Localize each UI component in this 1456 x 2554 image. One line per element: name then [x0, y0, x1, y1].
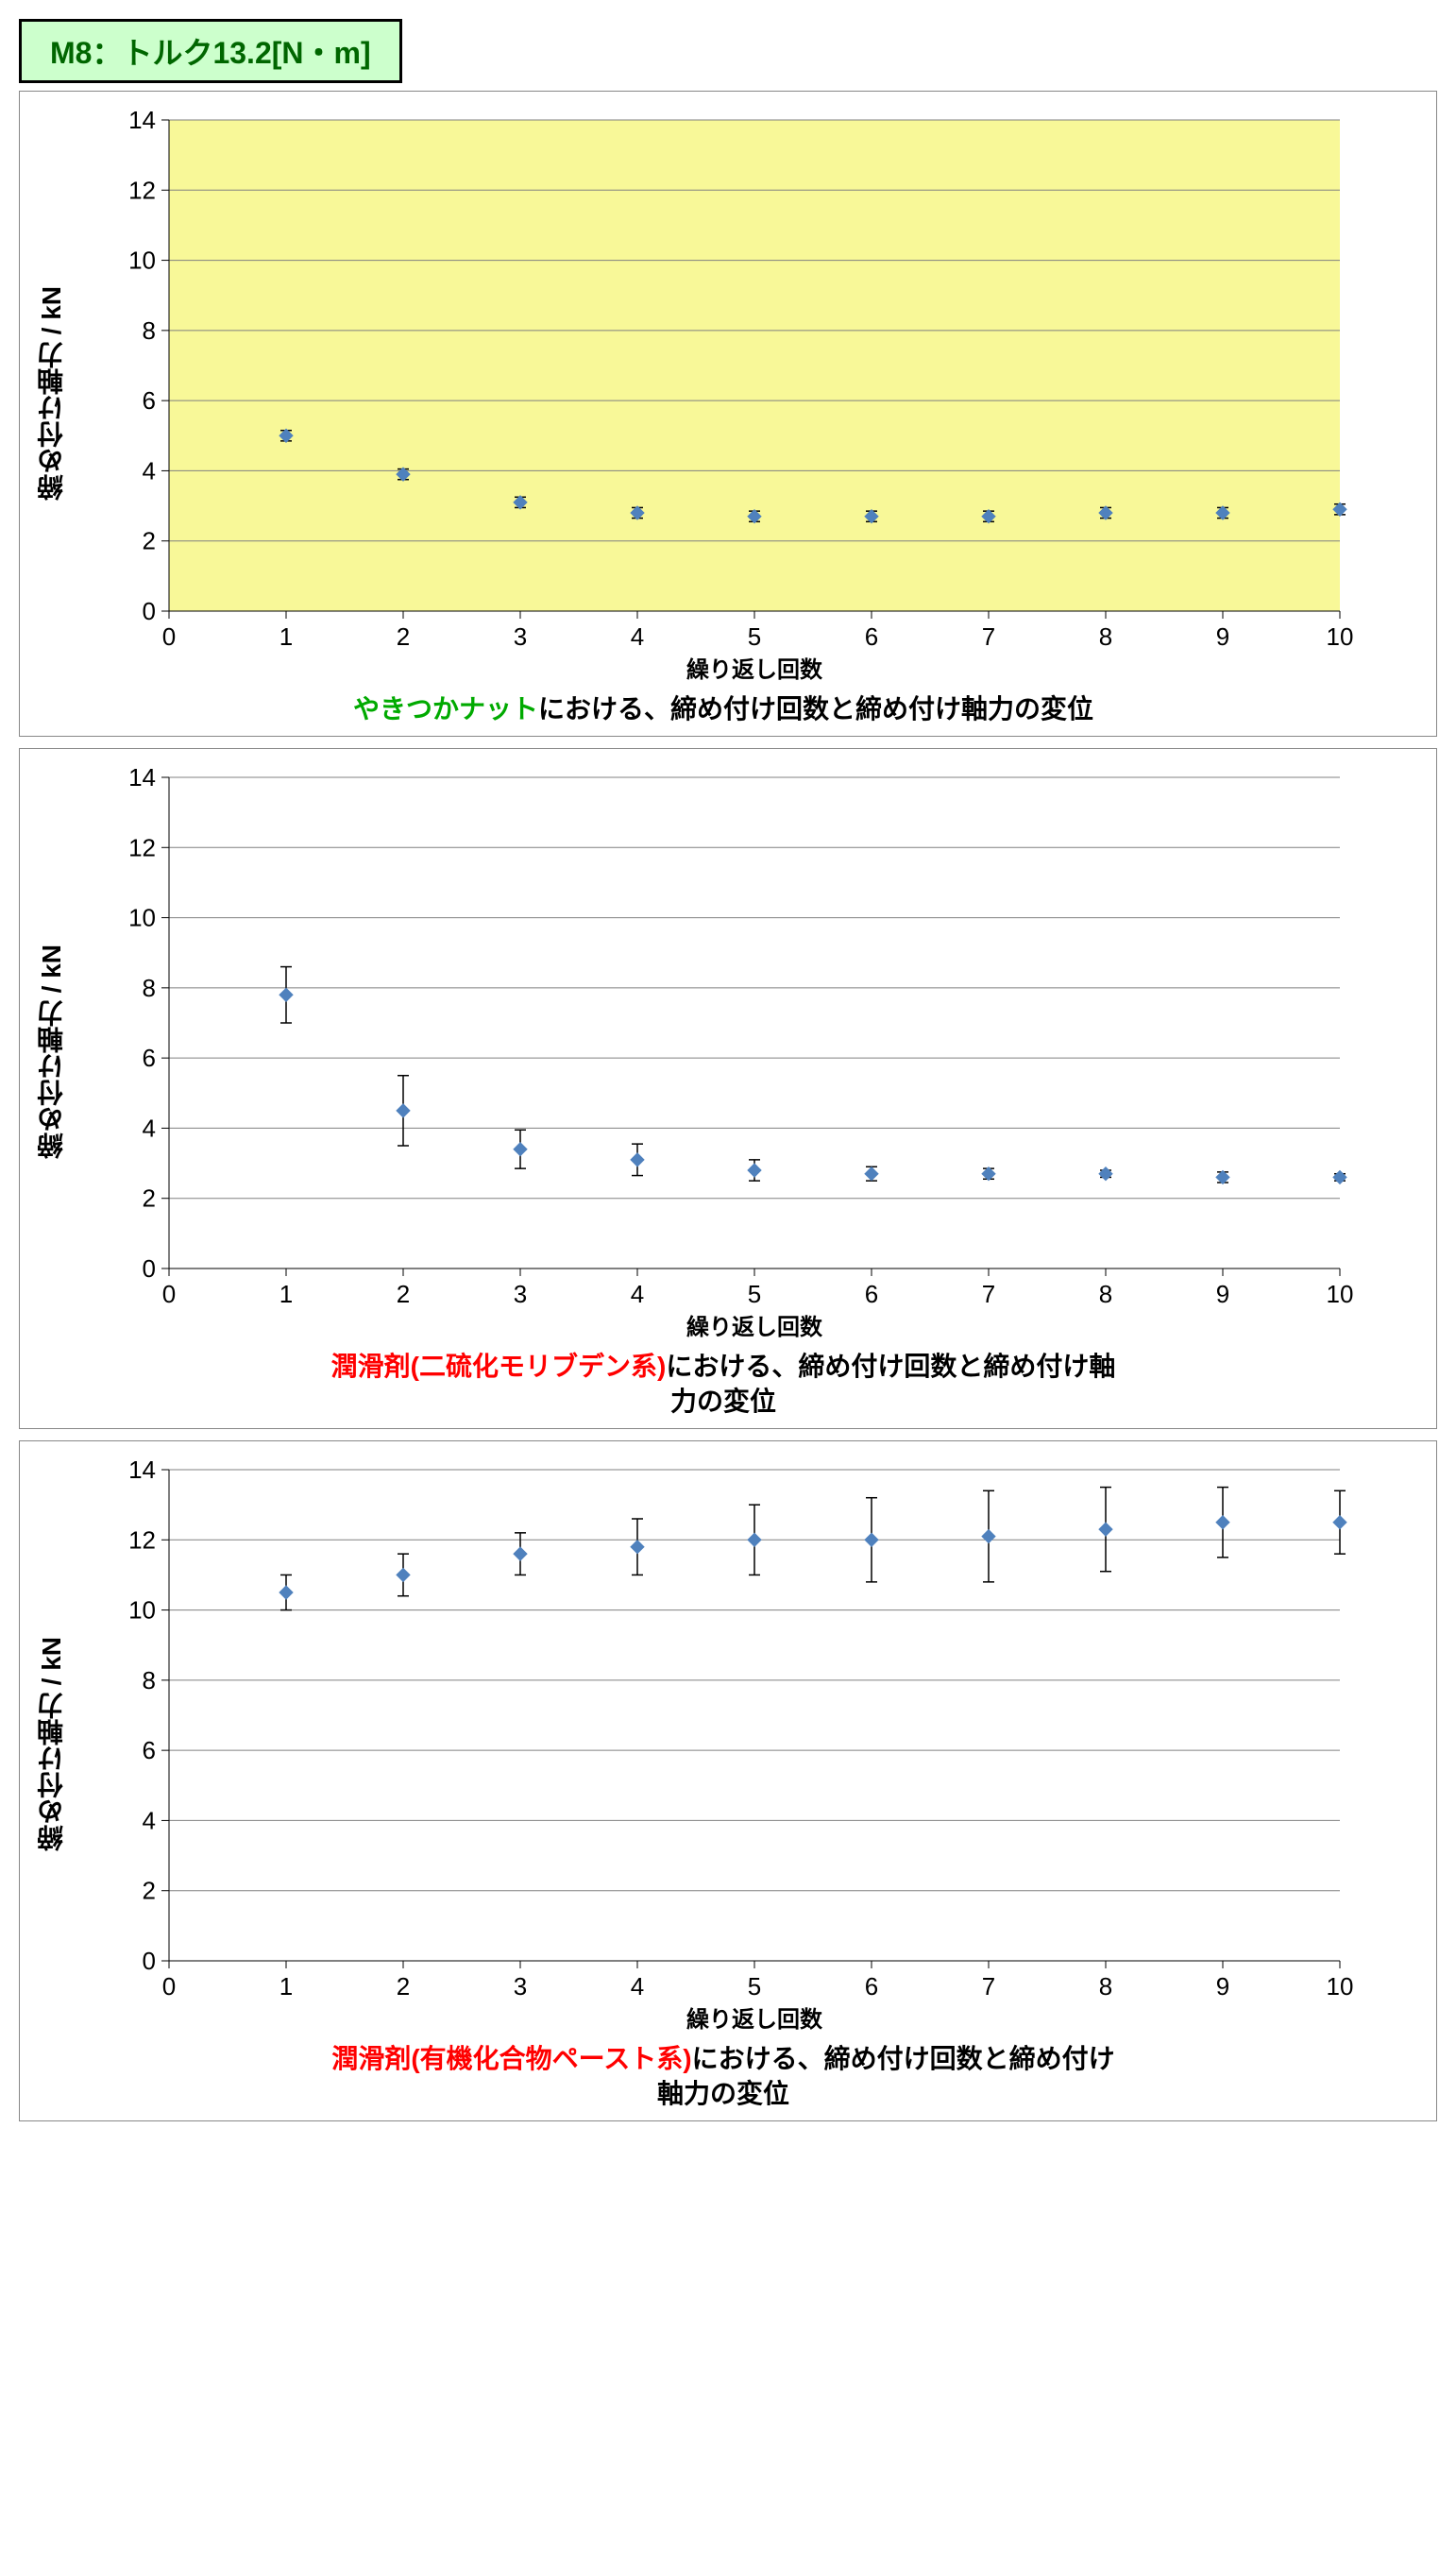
svg-text:5: 5 — [748, 1280, 761, 1308]
svg-text:2: 2 — [397, 1280, 410, 1308]
svg-text:8: 8 — [143, 974, 156, 1002]
svg-text:8: 8 — [1099, 622, 1112, 651]
svg-text:5: 5 — [748, 1972, 761, 2001]
chart-panel-2: 締め付け軸力 / kN02468101214012345678910繰り返し回数… — [19, 748, 1437, 1429]
svg-text:9: 9 — [1216, 1280, 1229, 1308]
chart-panel-3: 締め付け軸力 / kN02468101214012345678910繰り返し回数… — [19, 1440, 1437, 2121]
header-title: M8：トルク13.2[N・m] — [19, 19, 402, 83]
svg-text:0: 0 — [143, 597, 156, 625]
svg-text:14: 14 — [128, 763, 156, 792]
y-axis-label: 締め付け軸力 / kN — [29, 945, 75, 1159]
x-axis-label: 繰り返し回数 — [686, 1314, 823, 1340]
y-axis-label: 締め付け軸力 / kN — [29, 286, 75, 501]
svg-text:3: 3 — [514, 622, 527, 651]
svg-text:2: 2 — [397, 622, 410, 651]
svg-text:2: 2 — [143, 527, 156, 555]
svg-text:0: 0 — [162, 622, 176, 651]
svg-text:2: 2 — [143, 1877, 156, 1905]
chart-svg: 02468101214012345678910繰り返し回数 — [75, 758, 1378, 1344]
svg-text:12: 12 — [128, 834, 156, 862]
svg-text:14: 14 — [128, 106, 156, 134]
svg-text:0: 0 — [162, 1972, 176, 2001]
svg-text:6: 6 — [143, 1736, 156, 1764]
svg-text:6: 6 — [865, 1280, 878, 1308]
svg-text:7: 7 — [982, 1280, 995, 1308]
svg-text:4: 4 — [631, 1280, 644, 1308]
svg-text:1: 1 — [279, 1280, 293, 1308]
svg-text:8: 8 — [1099, 1972, 1112, 2001]
x-axis-label: 繰り返し回数 — [686, 656, 823, 683]
svg-text:9: 9 — [1216, 622, 1229, 651]
svg-text:2: 2 — [143, 1184, 156, 1213]
chart-caption: 潤滑剤(有機化合物ペースト系)における、締め付け回数と締め付け軸力の変位 — [29, 2042, 1417, 2111]
svg-text:0: 0 — [162, 1280, 176, 1308]
svg-text:14: 14 — [128, 1456, 156, 1484]
svg-text:12: 12 — [128, 176, 156, 204]
svg-text:4: 4 — [631, 622, 644, 651]
svg-text:3: 3 — [514, 1972, 527, 2001]
svg-text:1: 1 — [279, 622, 293, 651]
svg-text:6: 6 — [865, 1972, 878, 2001]
svg-text:4: 4 — [143, 456, 156, 485]
svg-text:2: 2 — [397, 1972, 410, 2001]
svg-text:10: 10 — [1327, 1972, 1354, 2001]
svg-text:1: 1 — [279, 1972, 293, 2001]
chart-caption: やきつかナットにおける、締め付け回数と締め付け軸力の変位 — [29, 692, 1417, 726]
chart-svg: 02468101214012345678910繰り返し回数 — [75, 1451, 1378, 2036]
svg-text:10: 10 — [1327, 622, 1354, 651]
svg-text:12: 12 — [128, 1525, 156, 1554]
svg-text:10: 10 — [1327, 1280, 1354, 1308]
svg-text:6: 6 — [143, 1045, 156, 1073]
svg-text:8: 8 — [143, 1666, 156, 1694]
svg-text:0: 0 — [143, 1254, 156, 1283]
svg-text:9: 9 — [1216, 1972, 1229, 2001]
svg-text:6: 6 — [143, 386, 156, 415]
svg-text:8: 8 — [143, 316, 156, 345]
svg-text:8: 8 — [1099, 1280, 1112, 1308]
svg-text:6: 6 — [865, 622, 878, 651]
svg-text:4: 4 — [143, 1807, 156, 1835]
chart-svg: 02468101214012345678910繰り返し回数 — [75, 101, 1378, 687]
svg-text:7: 7 — [982, 622, 995, 651]
svg-text:7: 7 — [982, 1972, 995, 2001]
svg-text:10: 10 — [128, 904, 156, 932]
svg-text:0: 0 — [143, 1947, 156, 1975]
chart-caption: 潤滑剤(二硫化モリブデン系)における、締め付け回数と締め付け軸力の変位 — [29, 1350, 1417, 1419]
svg-text:4: 4 — [631, 1972, 644, 2001]
svg-text:10: 10 — [128, 247, 156, 275]
chart-panel-1: 締め付け軸力 / kN02468101214012345678910繰り返し回数… — [19, 91, 1437, 737]
svg-text:4: 4 — [143, 1115, 156, 1143]
y-axis-label: 締め付け軸力 / kN — [29, 1637, 75, 1851]
svg-text:3: 3 — [514, 1280, 527, 1308]
svg-text:5: 5 — [748, 622, 761, 651]
svg-text:10: 10 — [128, 1596, 156, 1625]
x-axis-label: 繰り返し回数 — [686, 2006, 823, 2033]
